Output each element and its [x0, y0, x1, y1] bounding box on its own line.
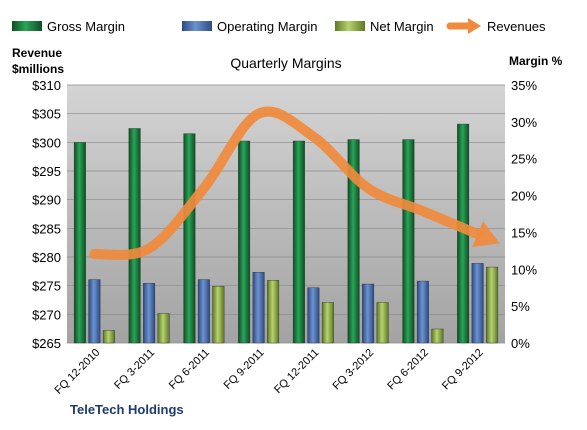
gross-margin-bar	[292, 140, 305, 344]
x-tick-label: FQ 3-2012	[331, 347, 377, 393]
gross-margin-bar	[183, 133, 196, 344]
y-right-tick-label: 20%	[511, 189, 537, 204]
revenues-line	[89, 106, 500, 261]
y-left-tick-label: $280	[32, 250, 61, 265]
x-tick-label: FQ 9-2012	[440, 347, 486, 393]
net-margin-bar	[486, 266, 499, 344]
operating-margin-bar	[88, 279, 101, 344]
legend-item-gross-margin: Gross Margin	[12, 19, 125, 34]
y-right-tick-label: 35%	[511, 78, 537, 93]
x-tick-label: FQ 3-2011	[112, 347, 157, 392]
bars	[73, 123, 499, 344]
gross-margin-bar	[238, 140, 251, 344]
y-right-tick-label: 15%	[511, 225, 537, 240]
legend-swatch-operating-margin	[182, 21, 212, 31]
operating-margin-bar	[197, 279, 210, 344]
y-left-tick-label: $290	[32, 193, 61, 208]
legend-arrowhead-revenues	[468, 18, 481, 34]
legend-swatch-gross-margin	[12, 21, 42, 31]
net-margin-bar	[321, 302, 334, 344]
gross-margin-bar	[73, 142, 86, 344]
y-left-tick-label: $295	[32, 164, 61, 179]
legend-label-net-margin: Net Margin	[370, 19, 434, 34]
revenues-line-path	[89, 106, 483, 261]
operating-margin-bar	[362, 283, 375, 344]
legend: Gross Margin Operating Margin Net Margin…	[12, 18, 546, 34]
operating-margin-bar	[471, 263, 484, 344]
legend-item-operating-margin: Operating Margin	[182, 19, 317, 34]
y-right-tick-label: 0%	[511, 336, 530, 351]
net-margin-bar	[212, 286, 225, 344]
chart-title: Quarterly Margins	[230, 55, 341, 71]
y-left-tick-label: $270	[32, 307, 61, 322]
y-left-axis-title-line-1: Revenue	[12, 46, 62, 60]
y-left-tick-label: $275	[32, 279, 61, 294]
y-left-tick-label: $265	[32, 336, 61, 351]
gross-margin-bar	[402, 139, 415, 344]
revenues-line-arrowhead	[472, 221, 500, 247]
legend-item-net-margin: Net Margin	[335, 19, 434, 34]
net-margin-bar	[431, 328, 444, 344]
y-left-tick-label: $305	[32, 107, 61, 122]
legend-swatch-net-margin	[335, 21, 365, 31]
x-tick-label: FQ 12-2010	[53, 347, 103, 397]
y-right-tick-label: 10%	[511, 262, 537, 277]
y-right-axis-title: Margin %	[509, 54, 563, 68]
gross-margin-bar	[128, 128, 141, 344]
y-right-tick-labels: 0% 5% 10% 15% 20% 25% 30% 35%	[511, 78, 537, 351]
y-left-tick-label: $310	[32, 78, 61, 93]
company-label: TeleTech Holdings	[70, 402, 184, 417]
operating-margin-bar	[416, 280, 429, 344]
net-margin-bar	[376, 302, 389, 344]
y-right-tick-label: 5%	[511, 299, 530, 314]
y-left-tick-label: $285	[32, 221, 61, 236]
y-left-axis-title-line-2: $millions	[12, 62, 64, 76]
net-margin-bar	[102, 330, 115, 344]
gross-margin-bar	[347, 139, 360, 344]
legend-item-revenues: Revenues	[446, 18, 546, 34]
net-margin-bar	[267, 280, 280, 344]
y-right-tick-label: 30%	[511, 115, 537, 130]
net-margin-bar	[157, 313, 170, 344]
x-tick-labels: FQ 12-2010 FQ 3-2011 FQ 6-2011 FQ 9-2011 FQ …	[53, 347, 486, 397]
x-tick-label: FQ 9-2011	[222, 347, 267, 392]
y-left-tick-label: $300	[32, 135, 61, 150]
x-tick-label: FQ 6-2012	[385, 347, 431, 393]
y-left-tick-labels: $265 $270 $275 $280 $285 $290 $295 $300 $305 $310	[32, 78, 61, 351]
legend-label-operating-margin: Operating Margin	[217, 19, 317, 34]
operating-margin-bar	[252, 272, 265, 344]
x-tick-label: FQ 6-2011	[167, 347, 212, 392]
operating-margin-bar	[143, 283, 156, 344]
y-right-tick-label: 25%	[511, 152, 537, 167]
legend-label-revenues: Revenues	[487, 19, 546, 34]
x-tick-label: FQ 12-2011	[272, 347, 321, 396]
legend-label-gross-margin: Gross Margin	[47, 19, 125, 34]
operating-margin-bar	[307, 287, 320, 344]
